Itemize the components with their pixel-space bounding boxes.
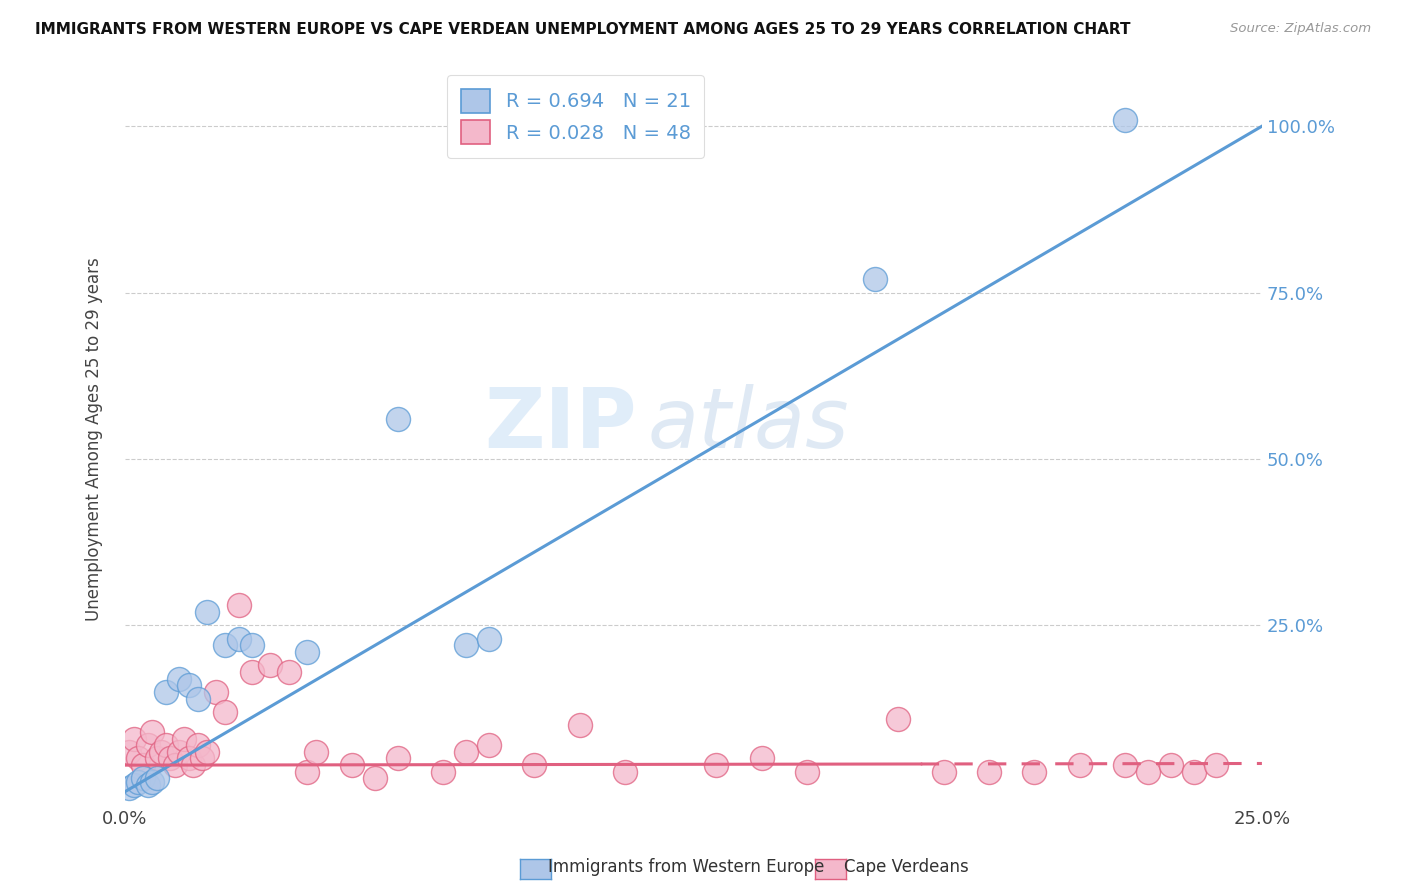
Point — [704, 758, 727, 772]
Point — [614, 764, 637, 779]
Point — [1205, 758, 1227, 772]
Point — [187, 738, 209, 752]
Point — [478, 738, 501, 752]
Point — [159, 751, 181, 765]
Point — [177, 751, 200, 765]
Point — [1114, 112, 1136, 127]
Point — [240, 665, 263, 679]
Point — [191, 751, 214, 765]
Point — [145, 751, 167, 765]
Point — [387, 751, 409, 765]
Point — [132, 772, 155, 786]
Point — [387, 412, 409, 426]
Point — [118, 745, 141, 759]
Point — [214, 705, 236, 719]
Point — [1114, 758, 1136, 772]
Point — [127, 751, 149, 765]
Point — [122, 778, 145, 792]
Point — [240, 638, 263, 652]
Point — [141, 724, 163, 739]
Point — [132, 758, 155, 772]
Point — [181, 758, 204, 772]
Text: Immigrants from Western Europe: Immigrants from Western Europe — [548, 858, 825, 876]
Point — [454, 745, 477, 759]
Point — [342, 758, 364, 772]
Point — [259, 658, 281, 673]
Point — [478, 632, 501, 646]
Point — [141, 774, 163, 789]
Point — [155, 685, 177, 699]
Point — [1160, 758, 1182, 772]
Point — [118, 781, 141, 796]
Text: Source: ZipAtlas.com: Source: ZipAtlas.com — [1230, 22, 1371, 36]
Point — [295, 645, 318, 659]
Point — [432, 764, 454, 779]
Point — [277, 665, 299, 679]
Point — [214, 638, 236, 652]
Point — [364, 772, 387, 786]
Point — [204, 685, 226, 699]
Point — [177, 678, 200, 692]
Point — [228, 599, 250, 613]
Point — [173, 731, 195, 746]
Legend: R = 0.694   N = 21, R = 0.028   N = 48: R = 0.694 N = 21, R = 0.028 N = 48 — [447, 76, 704, 158]
Point — [932, 764, 955, 779]
Point — [187, 691, 209, 706]
Point — [122, 731, 145, 746]
Point — [169, 672, 191, 686]
Point — [150, 745, 173, 759]
Point — [155, 738, 177, 752]
Point — [145, 772, 167, 786]
Point — [195, 605, 218, 619]
Point — [887, 712, 910, 726]
Text: Cape Verdeans: Cape Verdeans — [844, 858, 969, 876]
Point — [1137, 764, 1160, 779]
Point — [796, 764, 818, 779]
Point — [228, 632, 250, 646]
Point — [751, 751, 773, 765]
Point — [136, 778, 159, 792]
Point — [295, 764, 318, 779]
Point — [1024, 764, 1046, 779]
Point — [1069, 758, 1091, 772]
Point — [136, 738, 159, 752]
Text: atlas: atlas — [648, 384, 849, 465]
Point — [568, 718, 591, 732]
Text: ZIP: ZIP — [484, 384, 637, 465]
Point — [169, 745, 191, 759]
Point — [977, 764, 1000, 779]
Point — [454, 638, 477, 652]
Point — [865, 272, 887, 286]
Point — [163, 758, 186, 772]
Point — [127, 774, 149, 789]
Text: IMMIGRANTS FROM WESTERN EUROPE VS CAPE VERDEAN UNEMPLOYMENT AMONG AGES 25 TO 29 : IMMIGRANTS FROM WESTERN EUROPE VS CAPE V… — [35, 22, 1130, 37]
Point — [1182, 764, 1205, 779]
Point — [305, 745, 328, 759]
Y-axis label: Unemployment Among Ages 25 to 29 years: Unemployment Among Ages 25 to 29 years — [86, 257, 103, 621]
Point — [195, 745, 218, 759]
Point — [523, 758, 546, 772]
